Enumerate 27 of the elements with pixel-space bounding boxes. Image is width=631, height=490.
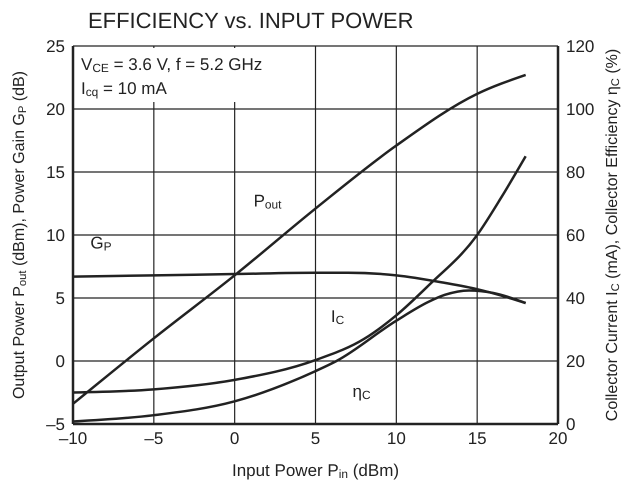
y-tick-label: 25: [46, 37, 65, 56]
y2-tick-label: 0: [566, 415, 576, 434]
x-tick-label: 0: [230, 429, 240, 448]
x-tick-label: –5: [144, 429, 164, 448]
y2-tick-label: 80: [566, 163, 585, 182]
y-tick-label: 5: [56, 289, 65, 308]
y-tick-label: 15: [46, 163, 65, 182]
y-tick-label: 20: [46, 100, 65, 120]
annotation: V$_{CE}$ = 3.6 V, f = 5.2 GHz: [81, 55, 262, 75]
x-tick-label: 5: [310, 429, 320, 448]
x-tick-label: 10: [386, 429, 406, 448]
x-axis-title: Input Power P$_{in}$ (dBm): [232, 461, 400, 481]
y2-tick-label: 120: [566, 37, 594, 56]
y2-tick-label: 60: [566, 226, 585, 246]
chart-title: EFFICIENCY vs. INPUT POWER: [87, 8, 415, 34]
y2-tick-label: 20: [566, 352, 585, 372]
x-tick-label: 15: [468, 429, 487, 448]
annotation: I$_{cq}$ = 10 mA: [81, 79, 168, 99]
series-label: G$_{P}$: [90, 234, 112, 254]
y-tick-label: 0: [56, 352, 65, 372]
series-label: P$_{out}$: [254, 192, 282, 212]
y2-tick-label: 40: [566, 289, 585, 308]
series-label: I$_{C}$: [330, 307, 345, 327]
series-label: η$_{C}$: [352, 382, 371, 402]
x-tick-label: 20: [548, 429, 568, 448]
y-tick-label: 10: [46, 226, 65, 246]
y2-tick-label: 100: [566, 100, 594, 120]
